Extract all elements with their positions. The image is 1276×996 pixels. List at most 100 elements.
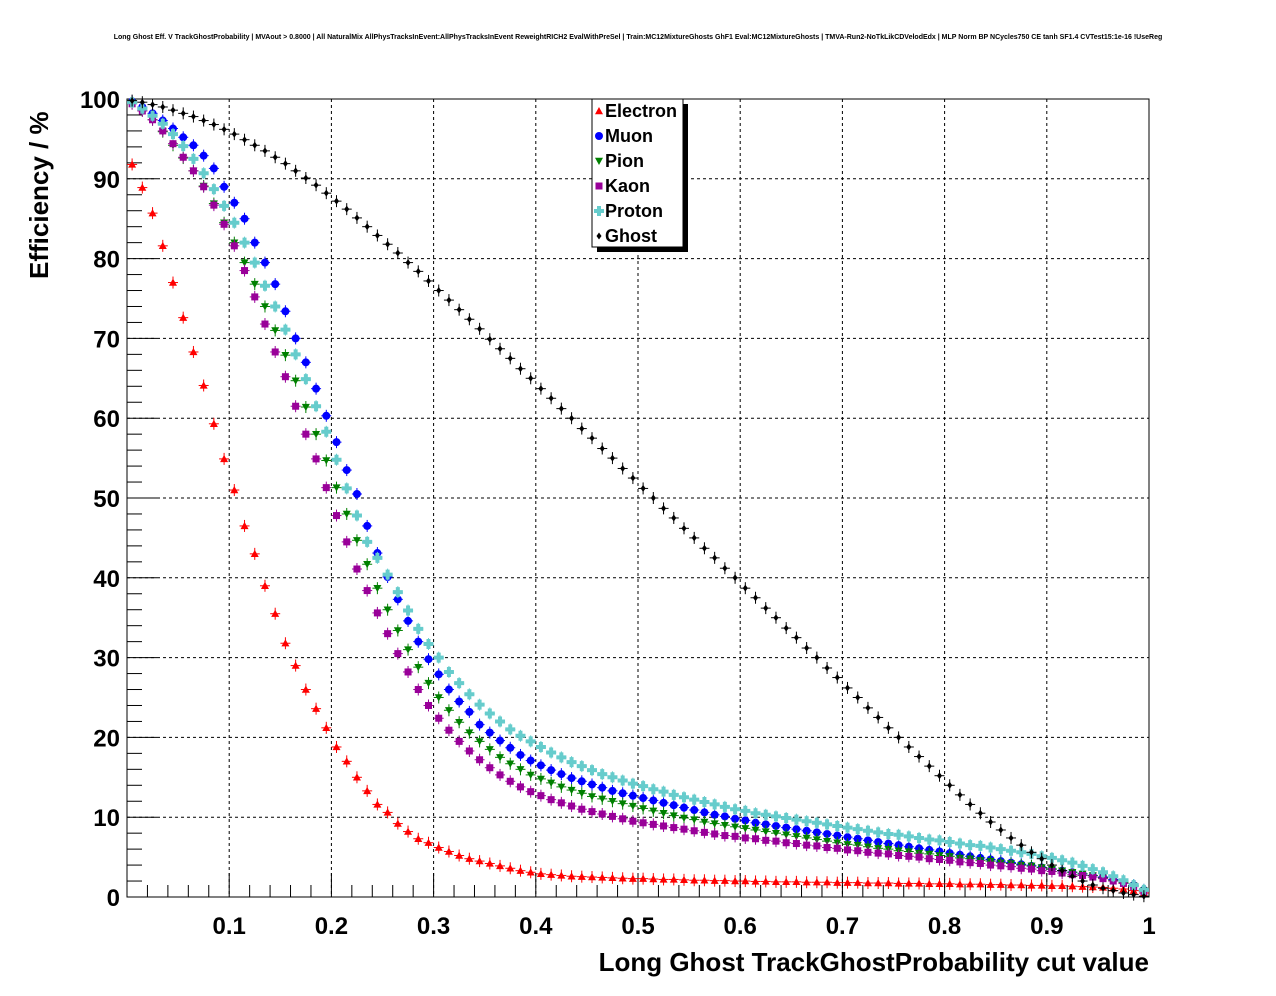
kaon-point xyxy=(424,701,432,709)
kaon-point xyxy=(823,844,831,852)
pion-point xyxy=(771,829,780,838)
electron-point xyxy=(812,878,821,886)
muon-point xyxy=(260,258,269,267)
pion-point xyxy=(363,561,372,569)
kaon-point xyxy=(588,808,596,816)
muon-point xyxy=(567,774,576,783)
x-axis-title: Long Ghost TrackGhostProbability cut val… xyxy=(599,947,1149,977)
electron-point xyxy=(128,160,137,168)
ghost-point xyxy=(967,800,973,808)
ghost-point xyxy=(466,315,472,323)
proton-point xyxy=(270,301,281,312)
proton-point xyxy=(147,110,158,121)
pion-point xyxy=(700,818,709,826)
electron-point xyxy=(526,868,535,876)
ghost-point xyxy=(231,130,237,138)
kaon-point xyxy=(373,609,381,617)
ghost-point xyxy=(1059,867,1065,875)
proton-point xyxy=(505,724,516,735)
electron-point xyxy=(434,843,443,851)
ghost-point xyxy=(947,781,953,789)
ghost-point xyxy=(834,674,840,682)
electron-point xyxy=(158,241,167,250)
y-tick-label: 100 xyxy=(80,87,120,114)
electron-point xyxy=(894,879,903,887)
electron-point xyxy=(731,877,740,885)
proton-point xyxy=(587,765,598,776)
pion-point xyxy=(639,805,648,813)
muon-point xyxy=(434,670,443,679)
kaon-point xyxy=(690,827,698,835)
kaon-point xyxy=(159,127,167,135)
proton-point xyxy=(873,827,884,838)
electron-point xyxy=(1068,882,1077,890)
muon-point xyxy=(281,307,290,316)
y-tick-label: 20 xyxy=(93,725,120,752)
electron-point xyxy=(588,873,597,881)
proton-point xyxy=(321,426,332,437)
pion-point xyxy=(444,707,453,715)
kaon-point xyxy=(813,842,821,850)
legend-marker-muon xyxy=(595,132,603,140)
proton-point xyxy=(678,792,689,803)
proton-point xyxy=(249,257,260,268)
kaon-point xyxy=(792,840,800,848)
proton-point xyxy=(1128,880,1139,891)
muon-point xyxy=(782,823,791,832)
proton-point xyxy=(188,153,199,164)
pion-point xyxy=(373,584,382,593)
ghost-point xyxy=(446,296,452,304)
ghost-point xyxy=(497,345,503,353)
pion-point xyxy=(649,807,658,815)
kaon-point xyxy=(394,650,402,658)
muon-point xyxy=(516,750,525,759)
kaon-point xyxy=(353,565,361,573)
muon-point xyxy=(475,720,484,729)
electron-point xyxy=(485,859,494,867)
ghost-point xyxy=(221,125,227,133)
electron-point xyxy=(567,872,576,880)
kaon-point xyxy=(322,484,330,492)
proton-point xyxy=(627,778,638,789)
proton-point xyxy=(832,820,843,831)
electron-point xyxy=(577,872,586,880)
kaon-point xyxy=(261,320,269,328)
pion-point xyxy=(414,663,423,672)
kaon-point xyxy=(189,167,197,175)
kaon-point xyxy=(752,835,760,843)
electron-point xyxy=(863,879,872,887)
ghost-point xyxy=(395,249,401,257)
muon-point xyxy=(639,794,648,803)
pion-point xyxy=(720,821,729,830)
proton-point xyxy=(515,730,526,741)
proton-point xyxy=(341,483,352,494)
ghost-point xyxy=(569,414,575,422)
electron-point xyxy=(536,869,545,878)
kaon-point xyxy=(302,430,310,438)
electron-point xyxy=(720,876,729,884)
pion-point xyxy=(312,430,321,439)
kaon-point xyxy=(976,859,984,867)
y-tick-label: 30 xyxy=(93,646,120,673)
y-tick-label: 80 xyxy=(93,247,120,274)
kaon-point xyxy=(997,862,1005,870)
muon-point xyxy=(220,182,229,191)
legend-box xyxy=(591,98,684,248)
ghost-point xyxy=(661,504,667,512)
proton-point xyxy=(883,828,894,839)
muon-point xyxy=(250,238,259,247)
proton-point xyxy=(648,784,659,795)
legend-label-ghost: Ghost xyxy=(605,226,657,246)
ghost-point xyxy=(906,743,912,751)
ghost-point xyxy=(609,454,615,462)
electron-point xyxy=(220,454,229,463)
kaon-point xyxy=(1027,865,1035,873)
proton-point xyxy=(219,200,230,211)
pion-point xyxy=(250,280,259,289)
ghost-point xyxy=(753,594,759,602)
proton-point xyxy=(208,184,219,195)
kaon-point xyxy=(946,856,954,864)
kaon-point xyxy=(281,373,289,381)
proton-point xyxy=(535,741,546,752)
kaon-point xyxy=(782,839,790,847)
